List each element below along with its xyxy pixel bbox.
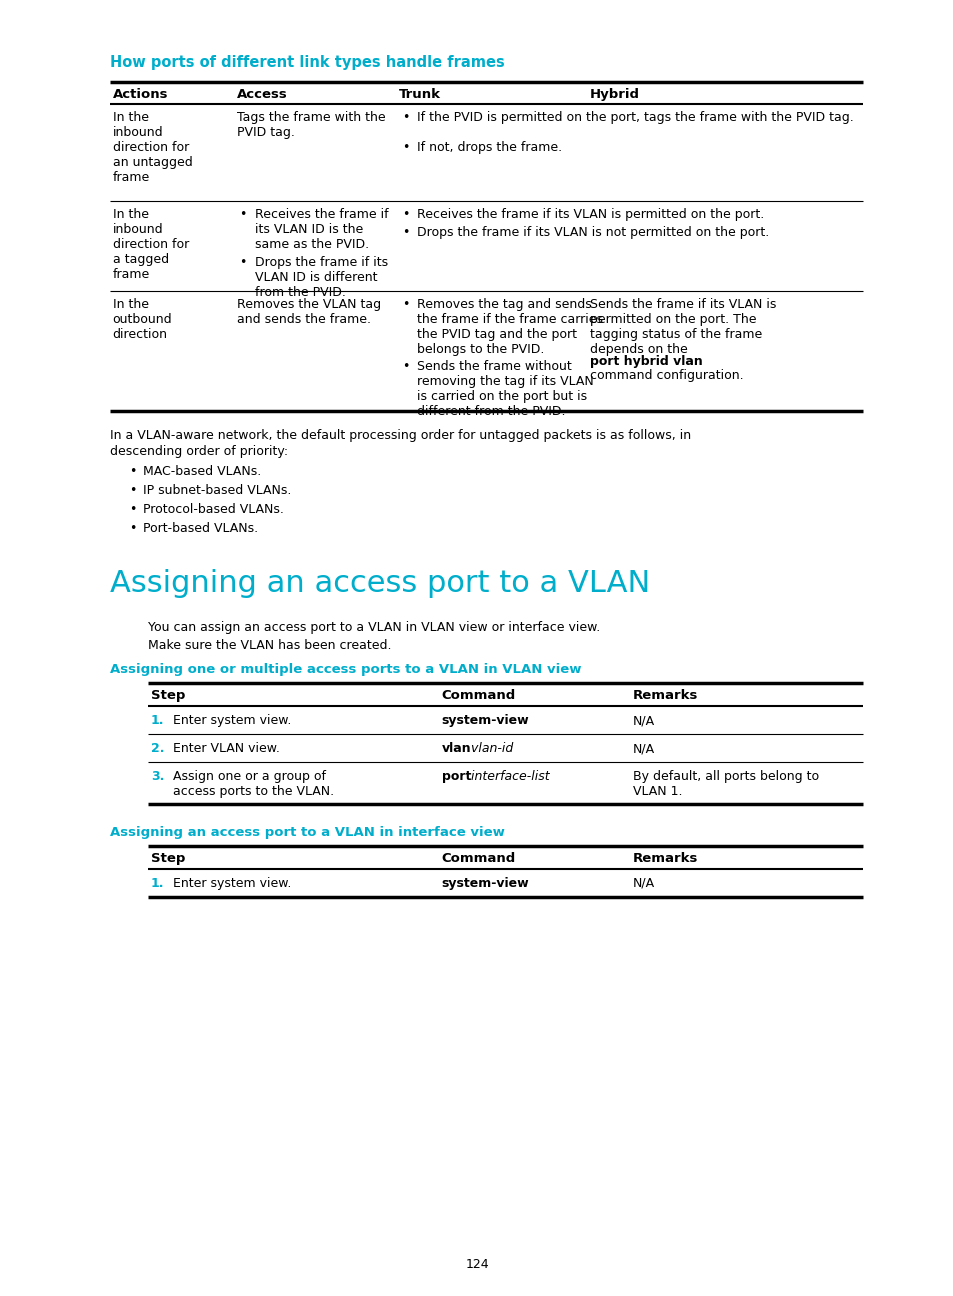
Text: system-view: system-view: [441, 714, 529, 727]
Text: •: •: [401, 226, 409, 238]
Text: 1.: 1.: [151, 714, 164, 727]
Text: Hybrid: Hybrid: [589, 88, 639, 101]
Text: 2.: 2.: [151, 743, 164, 756]
Text: Actions: Actions: [112, 88, 168, 101]
Text: port hybrid vlan: port hybrid vlan: [589, 355, 701, 368]
Text: N/A: N/A: [632, 877, 654, 890]
Text: Drops the frame if its VLAN is not permitted on the port.: Drops the frame if its VLAN is not permi…: [416, 226, 768, 238]
Text: •: •: [401, 141, 409, 154]
Text: Enter system view.: Enter system view.: [172, 877, 291, 890]
Text: You can assign an access port to a VLAN in VLAN view or interface view.: You can assign an access port to a VLAN …: [148, 621, 599, 634]
Text: Tags the frame with the
PVID tag.: Tags the frame with the PVID tag.: [236, 111, 385, 139]
Text: If not, drops the frame.: If not, drops the frame.: [416, 141, 561, 154]
Text: •: •: [239, 257, 247, 270]
Text: How ports of different link types handle frames: How ports of different link types handle…: [110, 54, 504, 70]
Text: command configuration.: command configuration.: [589, 369, 742, 382]
Text: Enter VLAN view.: Enter VLAN view.: [172, 743, 279, 756]
Text: N/A: N/A: [632, 743, 654, 756]
Text: Port-based VLANs.: Port-based VLANs.: [143, 522, 258, 535]
Text: MAC-based VLANs.: MAC-based VLANs.: [143, 465, 261, 478]
Text: Assigning an access port to a VLAN: Assigning an access port to a VLAN: [110, 569, 649, 597]
Text: In the
inbound
direction for
a tagged
frame: In the inbound direction for a tagged fr…: [112, 207, 189, 281]
Text: •: •: [401, 111, 409, 124]
Text: Remarks: Remarks: [632, 689, 698, 702]
Text: N/A: N/A: [632, 714, 654, 727]
Text: IP subnet-based VLANs.: IP subnet-based VLANs.: [143, 483, 292, 496]
Text: In the
inbound
direction for
an untagged
frame: In the inbound direction for an untagged…: [112, 111, 193, 184]
Text: •: •: [129, 465, 136, 478]
Text: If the PVID is permitted on the port, tags the frame with the PVID tag.: If the PVID is permitted on the port, ta…: [416, 111, 853, 124]
Text: Make sure the VLAN has been created.: Make sure the VLAN has been created.: [148, 639, 391, 652]
Text: •: •: [129, 503, 136, 516]
Text: Protocol-based VLANs.: Protocol-based VLANs.: [143, 503, 284, 516]
Text: Assigning an access port to a VLAN in interface view: Assigning an access port to a VLAN in in…: [110, 826, 504, 839]
Text: •: •: [129, 522, 136, 535]
Text: Command: Command: [441, 689, 516, 702]
Text: Access: Access: [236, 88, 287, 101]
Text: Assign one or a group of
access ports to the VLAN.: Assign one or a group of access ports to…: [172, 770, 334, 798]
Text: 124: 124: [465, 1258, 488, 1271]
Text: Remarks: Remarks: [632, 851, 698, 864]
Text: 3.: 3.: [151, 770, 164, 783]
Text: Step: Step: [151, 851, 185, 864]
Text: Assigning one or multiple access ports to a VLAN in VLAN view: Assigning one or multiple access ports t…: [110, 664, 580, 677]
Text: In a VLAN-aware network, the default processing order for untagged packets is as: In a VLAN-aware network, the default pro…: [110, 429, 690, 442]
Text: system-view: system-view: [441, 877, 529, 890]
Text: Trunk: Trunk: [398, 88, 440, 101]
Text: interface-list: interface-list: [467, 770, 550, 783]
Text: •: •: [239, 207, 247, 222]
Text: Receives the frame if its VLAN is permitted on the port.: Receives the frame if its VLAN is permit…: [416, 207, 763, 222]
Text: Drops the frame if its
VLAN ID is different
from the PVID.: Drops the frame if its VLAN ID is differ…: [254, 257, 388, 299]
Text: vlan-id: vlan-id: [467, 743, 513, 756]
Text: Sends the frame without
removing the tag if its VLAN
is carried on the port but : Sends the frame without removing the tag…: [416, 360, 593, 419]
Text: Receives the frame if
its VLAN ID is the
same as the PVID.: Receives the frame if its VLAN ID is the…: [254, 207, 388, 251]
Text: •: •: [401, 360, 409, 373]
Text: •: •: [401, 298, 409, 311]
Text: By default, all ports belong to
VLAN 1.: By default, all ports belong to VLAN 1.: [632, 770, 818, 798]
Text: 1.: 1.: [151, 877, 164, 890]
Text: •: •: [401, 207, 409, 222]
Text: •: •: [129, 483, 136, 496]
Text: Command: Command: [441, 851, 516, 864]
Text: vlan: vlan: [441, 743, 471, 756]
Text: Removes the tag and sends
the frame if the frame carries
the PVID tag and the po: Removes the tag and sends the frame if t…: [416, 298, 602, 356]
Text: Enter system view.: Enter system view.: [172, 714, 291, 727]
Text: port: port: [441, 770, 471, 783]
Text: Removes the VLAN tag
and sends the frame.: Removes the VLAN tag and sends the frame…: [236, 298, 380, 327]
Text: Sends the frame if its VLAN is
permitted on the port. The
tagging status of the : Sends the frame if its VLAN is permitted…: [589, 298, 775, 356]
Text: Step: Step: [151, 689, 185, 702]
Text: descending order of priority:: descending order of priority:: [110, 445, 288, 457]
Text: In the
outbound
direction: In the outbound direction: [112, 298, 172, 341]
